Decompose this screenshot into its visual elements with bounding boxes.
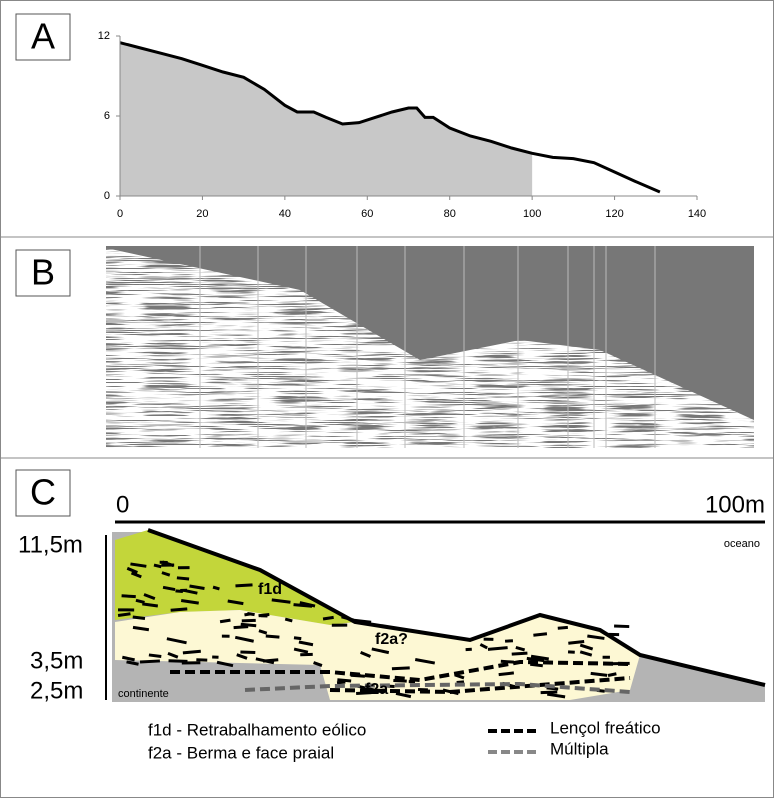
reflector — [213, 587, 219, 589]
reflector — [241, 624, 256, 625]
reflector — [140, 661, 160, 662]
legend-text: Múltipla — [550, 739, 609, 758]
x-tick-label: 0 — [117, 208, 123, 220]
reflector — [242, 620, 256, 621]
panel-c: C 0 100m 11,5m 3,5m 2,5m f1d f2a? f2a oc… — [16, 470, 765, 762]
reflector — [266, 636, 280, 637]
panel-a: A — [16, 14, 70, 60]
reflector — [541, 692, 558, 693]
reflector — [169, 661, 188, 662]
scale-end: 100m — [705, 491, 765, 518]
x-tick-label: 140 — [688, 208, 706, 220]
x-tick-label: 20 — [196, 208, 208, 220]
depth-label: 11,5m — [18, 531, 83, 558]
reflector — [285, 619, 292, 621]
panel-label: A — [31, 16, 55, 57]
reflector — [558, 627, 568, 628]
reflector — [234, 627, 249, 628]
reflector — [183, 651, 201, 653]
panel-b: B — [16, 246, 754, 448]
unit-label: f1d — [258, 581, 282, 598]
reflector — [235, 585, 252, 586]
reflector — [568, 641, 584, 643]
reflector — [501, 661, 514, 662]
reflector — [118, 614, 130, 616]
x-tick-label: 40 — [279, 208, 291, 220]
reflector — [392, 668, 410, 669]
reflector — [337, 682, 345, 683]
reflector — [512, 653, 528, 654]
x-tick-label: 60 — [361, 208, 373, 220]
reflector — [533, 634, 547, 635]
reflector — [133, 617, 145, 618]
reflector — [154, 565, 161, 567]
reflector — [149, 655, 161, 657]
ocean-label: oceano — [724, 538, 760, 550]
legend-text: Lençol freático — [550, 718, 661, 737]
reflector — [530, 664, 543, 665]
reflector — [614, 626, 629, 627]
depth-label: 2,5m — [30, 677, 83, 704]
reflector — [393, 680, 406, 681]
unit-label: f2a — [365, 681, 388, 698]
reflector — [488, 648, 508, 650]
reflector — [240, 652, 255, 653]
x-tick-label: 120 — [605, 208, 623, 220]
reflector — [294, 638, 301, 639]
continent-label: continente — [118, 688, 169, 700]
reflector — [122, 596, 136, 597]
reflector — [175, 591, 182, 592]
legend-text: f1d - Retrabalhamento eólico — [148, 720, 366, 739]
legend-text: f2a - Berma e face praial — [148, 743, 334, 762]
reflector — [608, 674, 616, 676]
reflector — [499, 673, 514, 675]
reflector — [177, 578, 189, 579]
reflector — [323, 617, 334, 619]
y-tick-label: 12 — [98, 30, 110, 42]
reflector — [591, 673, 607, 675]
reflector — [171, 609, 188, 610]
panel-label: C — [30, 472, 56, 513]
reflector — [457, 682, 464, 683]
reflector — [220, 620, 230, 622]
depth-label: 3,5m — [30, 647, 83, 674]
x-tick-label: 100 — [523, 208, 541, 220]
scale-start: 0 — [116, 491, 129, 518]
reflector — [259, 615, 270, 616]
panel-label: B — [31, 252, 55, 293]
x-tick-label: 80 — [444, 208, 456, 220]
unit-label: f2a? — [375, 631, 408, 648]
reflector — [142, 604, 158, 606]
y-tick-label: 6 — [104, 110, 110, 122]
reflector — [244, 614, 251, 615]
reflector — [136, 600, 145, 602]
y-tick-label: 0 — [104, 190, 110, 202]
